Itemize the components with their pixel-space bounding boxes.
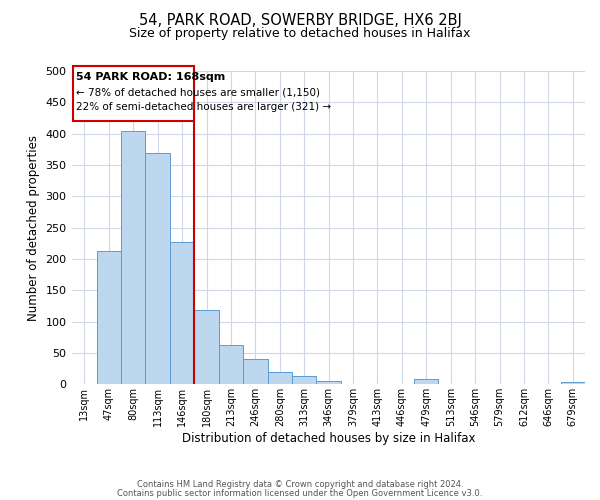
Text: Contains public sector information licensed under the Open Government Licence v3: Contains public sector information licen… — [118, 488, 482, 498]
Text: 54 PARK ROAD: 168sqm: 54 PARK ROAD: 168sqm — [76, 72, 225, 83]
Bar — [560, 382, 585, 384]
Bar — [97, 251, 121, 384]
Bar — [316, 381, 341, 384]
X-axis label: Distribution of detached houses by size in Halifax: Distribution of detached houses by size … — [182, 432, 475, 445]
Text: ← 78% of detached houses are smaller (1,150): ← 78% of detached houses are smaller (1,… — [76, 88, 320, 98]
Bar — [219, 345, 243, 385]
Bar — [292, 376, 316, 384]
Text: 54, PARK ROAD, SOWERBY BRIDGE, HX6 2BJ: 54, PARK ROAD, SOWERBY BRIDGE, HX6 2BJ — [139, 12, 461, 28]
Bar — [243, 359, 268, 384]
FancyBboxPatch shape — [73, 66, 194, 122]
Bar — [268, 372, 292, 384]
Text: Contains HM Land Registry data © Crown copyright and database right 2024.: Contains HM Land Registry data © Crown c… — [137, 480, 463, 489]
Bar — [170, 242, 194, 384]
Bar — [414, 380, 439, 384]
Text: Size of property relative to detached houses in Halifax: Size of property relative to detached ho… — [130, 28, 470, 40]
Bar — [194, 310, 219, 384]
Text: 22% of semi-detached houses are larger (321) →: 22% of semi-detached houses are larger (… — [76, 102, 331, 112]
Bar — [121, 130, 145, 384]
Bar — [145, 152, 170, 384]
Y-axis label: Number of detached properties: Number of detached properties — [27, 134, 40, 320]
